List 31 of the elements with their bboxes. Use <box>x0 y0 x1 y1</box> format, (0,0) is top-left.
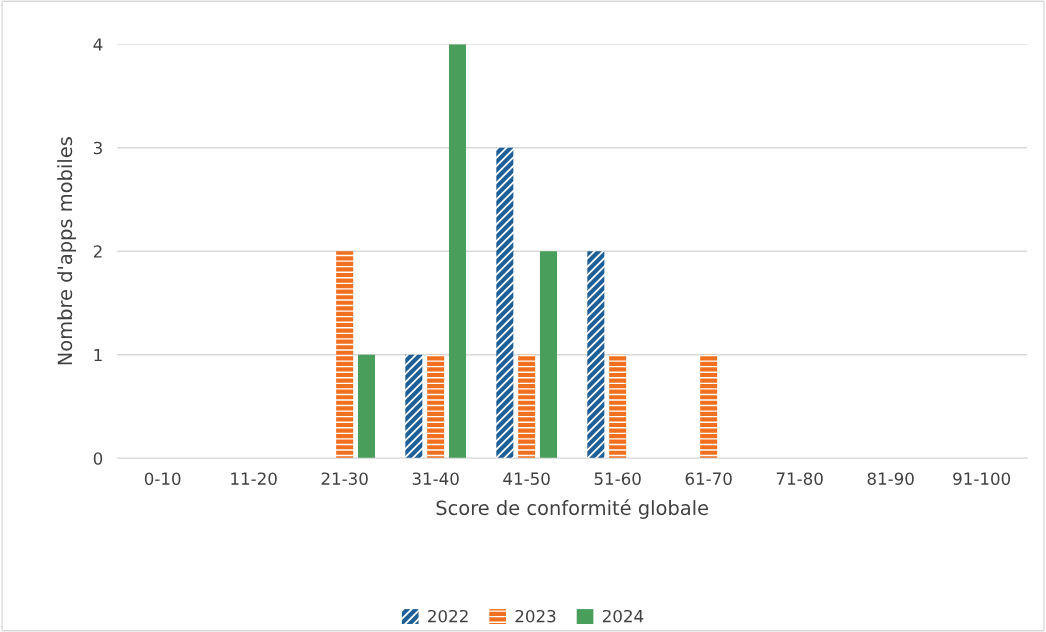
x-tick-label: 61-70 <box>685 472 732 485</box>
bar <box>518 354 536 459</box>
y-tick-label: 4 <box>93 38 103 51</box>
x-tick-label: 81-90 <box>867 472 914 485</box>
x-tick-label: 31-40 <box>412 472 459 485</box>
x-tick-label: 51-60 <box>594 472 641 485</box>
x-tick-label: 0-10 <box>144 472 181 485</box>
legend-label: 2022 <box>428 609 468 623</box>
x-tick-label: 21-30 <box>321 472 368 485</box>
bar <box>448 44 467 459</box>
bar <box>609 354 627 459</box>
x-axis-title: Score de conformité globale <box>436 499 709 519</box>
bar <box>587 251 605 459</box>
y-tick-label: 3 <box>93 141 102 155</box>
x-tick-label: 71-80 <box>776 472 823 485</box>
bar <box>427 354 445 459</box>
legend-label: 2023 <box>515 609 556 623</box>
x-tick-label: 41-50 <box>503 472 550 485</box>
bar <box>405 354 423 459</box>
bar <box>496 147 514 459</box>
legend-label: 2024 <box>602 609 644 623</box>
bar <box>539 251 558 459</box>
y-tick-label: 0 <box>93 452 103 465</box>
x-tick-label: 11-20 <box>231 472 277 485</box>
x-tick-label: 91-100 <box>953 472 1011 485</box>
bar <box>357 354 376 459</box>
y-axis-title: Nombre d'apps mobiles <box>57 137 76 365</box>
bar <box>336 251 354 459</box>
bar <box>700 354 718 459</box>
y-tick-label: 1 <box>94 348 102 362</box>
y-tick-label: 2 <box>93 245 102 258</box>
